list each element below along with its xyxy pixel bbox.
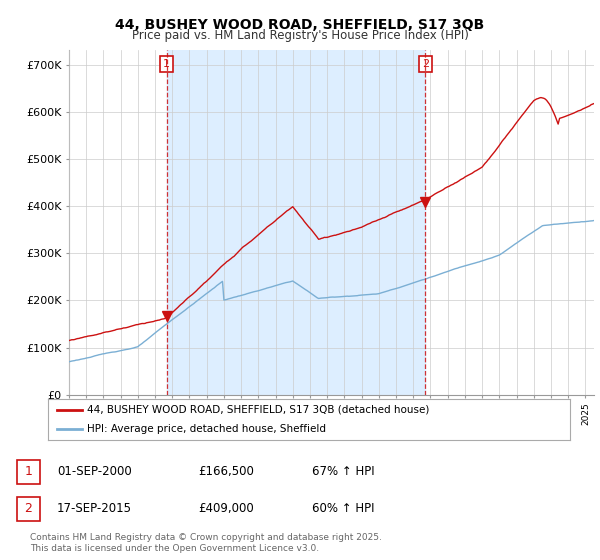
Text: HPI: Average price, detached house, Sheffield: HPI: Average price, detached house, Shef… [87,424,326,434]
Text: Contains HM Land Registry data © Crown copyright and database right 2025.
This d: Contains HM Land Registry data © Crown c… [30,533,382,553]
Text: £166,500: £166,500 [198,465,254,478]
Text: 60% ↑ HPI: 60% ↑ HPI [312,502,374,515]
Text: 67% ↑ HPI: 67% ↑ HPI [312,465,374,478]
Text: 1: 1 [163,59,170,69]
Text: 44, BUSHEY WOOD ROAD, SHEFFIELD, S17 3QB (detached house): 44, BUSHEY WOOD ROAD, SHEFFIELD, S17 3QB… [87,405,430,415]
Text: £409,000: £409,000 [198,502,254,515]
Text: 1: 1 [24,465,32,478]
Text: 2: 2 [24,502,32,515]
Text: 44, BUSHEY WOOD ROAD, SHEFFIELD, S17 3QB: 44, BUSHEY WOOD ROAD, SHEFFIELD, S17 3QB [115,18,485,32]
Text: 01-SEP-2000: 01-SEP-2000 [57,465,132,478]
Text: Price paid vs. HM Land Registry's House Price Index (HPI): Price paid vs. HM Land Registry's House … [131,29,469,42]
Bar [167,50,425,395]
Text: 2: 2 [422,59,429,69]
Text: 17-SEP-2015: 17-SEP-2015 [57,502,132,515]
